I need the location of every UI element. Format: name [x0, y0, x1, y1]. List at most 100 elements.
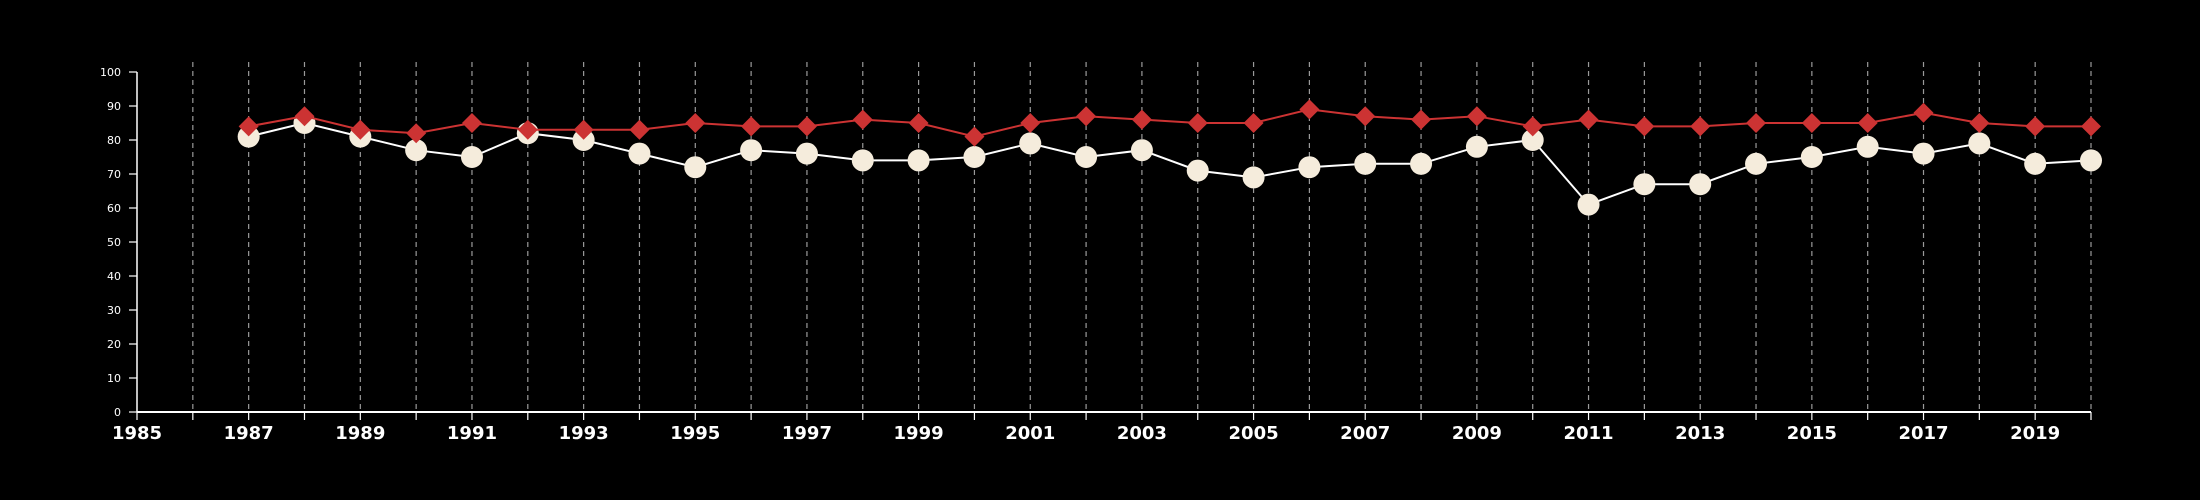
white-circle-series-point: [1242, 166, 1265, 189]
x-tick-label: 2001: [1005, 423, 1055, 444]
y-tick-label: 70: [107, 168, 121, 181]
white-circle-series-point: [684, 156, 707, 179]
red-diamond-series-point: [1020, 113, 1041, 133]
red-diamond-series-point: [2025, 116, 2046, 137]
y-tick-label: 10: [107, 372, 121, 385]
x-tick-label: 2005: [1229, 423, 1279, 444]
red-diamond-series-point: [1299, 99, 1320, 120]
white-circle-series-point: [1298, 156, 1321, 179]
red-diamond-series-point: [350, 119, 371, 140]
red-diamond-series-point: [1746, 113, 1767, 133]
x-tick-label: 1995: [670, 423, 720, 444]
white-circle-series-point: [1745, 152, 1768, 175]
red-diamond-series-point: [1411, 109, 1432, 130]
white-circle-series-point: [2024, 152, 2047, 175]
x-tick-label: 2007: [1340, 423, 1390, 444]
white-circle-series-point: [460, 146, 483, 168]
red-diamond-series-point: [796, 116, 817, 137]
white-circle-series-point: [572, 129, 595, 151]
white-circle-series-point: [1354, 152, 1377, 175]
x-tick-label: 1989: [335, 423, 385, 444]
x-tick-label: 2013: [1675, 423, 1725, 444]
white-circle-series-point: [237, 125, 260, 148]
red-diamond-series-point: [1801, 113, 1822, 133]
red-diamond-series-point: [294, 106, 315, 127]
y-tick-label: 30: [107, 304, 121, 317]
white-circle-series-point: [1633, 173, 1656, 196]
x-tick-label: 1991: [447, 423, 497, 444]
x-tick-label: 2019: [2010, 423, 2060, 444]
red-diamond-series-point: [1466, 106, 1487, 127]
red-diamond-series-point: [461, 113, 482, 133]
x-tick-label: 2015: [1787, 423, 1837, 444]
white-circle-series-point: [2080, 149, 2102, 172]
x-tick-label: 2003: [1117, 423, 1167, 444]
x-tick-label: 2011: [1563, 423, 1613, 444]
white-circle-series-point: [1856, 135, 1879, 158]
white-circle-series-point: [740, 139, 763, 162]
white-circle-series-point: [628, 142, 651, 165]
red-diamond-series-point: [1578, 109, 1599, 130]
x-tick-label: 1985: [112, 423, 162, 444]
red-diamond-series-point: [1690, 116, 1711, 137]
x-tick-label: 1997: [782, 423, 832, 444]
y-tick-label: 100: [100, 66, 121, 79]
x-tick-label: 2009: [1452, 423, 1502, 444]
white-circle-series-point: [1521, 129, 1544, 151]
white-circle-series-point: [1075, 146, 1098, 168]
white-circle-series-point: [1968, 132, 1991, 155]
white-circle-series-point: [405, 139, 428, 162]
red-diamond-series-point: [238, 116, 259, 137]
red-diamond-series-point: [1913, 102, 1934, 123]
red-diamond-series-point: [1076, 106, 1097, 127]
red-diamond-series-point: [964, 126, 985, 147]
red-diamond-series-point: [517, 119, 538, 140]
red-diamond-series-point: [1131, 109, 1152, 130]
x-tick-label: 1987: [224, 423, 274, 444]
red-diamond-series-line: [248, 108, 2091, 138]
white-circle-series-point: [1130, 139, 1153, 162]
y-tick-label: 50: [107, 236, 121, 249]
white-circle-series-line: [248, 121, 2092, 206]
white-circle-series-point: [1019, 132, 1042, 155]
y-tick-label: 40: [107, 270, 121, 283]
y-tick-label: 90: [107, 100, 121, 113]
white-circle-series-point: [1465, 135, 1488, 158]
red-diamond-series: [238, 99, 2101, 147]
white-circle-series-point: [1410, 152, 1433, 175]
white-circle-series-point: [851, 149, 874, 172]
red-diamond-series-point: [1522, 116, 1543, 137]
white-circle-series-point: [1800, 146, 1823, 168]
red-diamond-series-point: [685, 113, 706, 133]
red-diamond-series-point: [1187, 113, 1208, 133]
white-circle-series-point: [1689, 173, 1712, 196]
y-tick-label: 60: [107, 202, 121, 215]
y-tick-label: 80: [107, 134, 121, 147]
red-diamond-series-point: [908, 113, 929, 133]
red-diamond-series-point: [573, 119, 594, 140]
x-tick-label: 1999: [894, 423, 944, 444]
white-circle-series-point: [1577, 193, 1600, 216]
series-layer: [237, 99, 2102, 216]
red-diamond-series-point: [741, 116, 762, 137]
red-diamond-series-point: [629, 119, 650, 140]
y-tick-label: 0: [114, 406, 121, 419]
red-diamond-series-point: [1634, 116, 1655, 137]
axes: 0 10 20 30 40 50 60 70 80 90 100 1985 1987 1989 1991 19…: [100, 66, 2092, 444]
white-circle-series-point: [1186, 159, 1209, 182]
white-circle-series-point: [1912, 142, 1935, 165]
white-circle-series-point: [795, 142, 818, 165]
x-tick-label: 1993: [559, 423, 609, 444]
red-diamond-series-point: [1857, 113, 1878, 133]
red-diamond-series-point: [1243, 113, 1264, 133]
x-tick-label: 2017: [1898, 423, 1948, 444]
red-diamond-series-point: [406, 123, 427, 144]
y-tick-label: 20: [107, 338, 121, 351]
white-circle-series-point: [907, 149, 930, 172]
red-diamond-series-point: [1355, 106, 1376, 127]
red-diamond-series-point: [2081, 116, 2101, 137]
white-circle-series-point: [963, 146, 986, 168]
red-diamond-series-point: [852, 109, 873, 130]
